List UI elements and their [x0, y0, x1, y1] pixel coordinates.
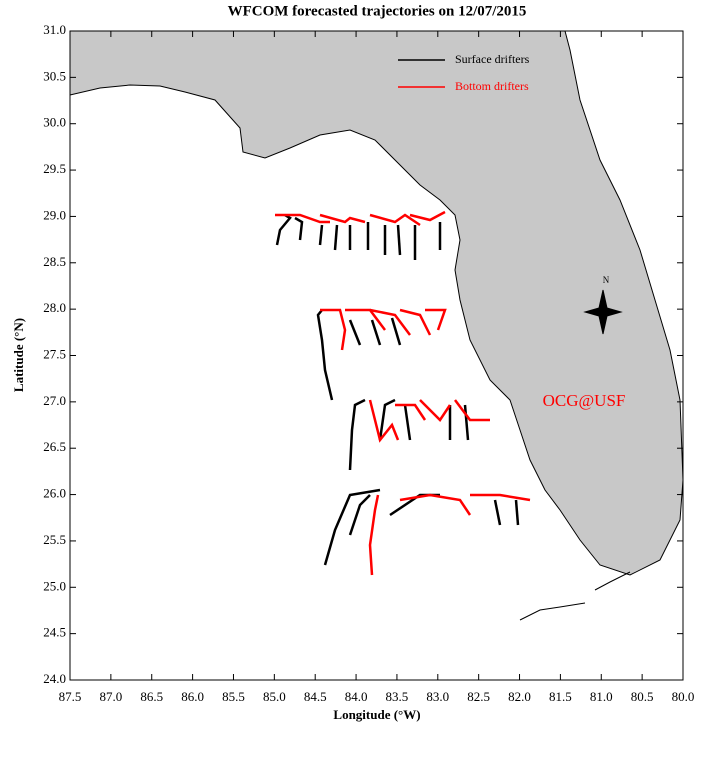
trajectory — [425, 308, 447, 331]
y-tick-label: 29.5 — [43, 161, 66, 176]
trajectory — [493, 499, 502, 526]
trajectory — [370, 319, 382, 346]
y-tick-label: 26.0 — [43, 486, 66, 501]
y-tick-label: 25.0 — [43, 578, 66, 593]
trajectory — [275, 213, 330, 224]
keys — [519, 571, 631, 621]
x-tick-label: 86.5 — [140, 689, 163, 704]
y-tick-label: 24.0 — [43, 671, 66, 686]
trajectory — [463, 404, 470, 441]
x-tick-label: 82.5 — [467, 689, 490, 704]
trajectory — [320, 308, 347, 351]
y-tick-label: 28.5 — [43, 254, 66, 269]
x-tick-label: 82.0 — [508, 689, 531, 704]
x-tick-label: 84.0 — [345, 689, 368, 704]
trajectory — [454, 399, 490, 422]
y-tick-label: 30.5 — [43, 68, 66, 83]
land — [69, 30, 684, 576]
trajectory — [348, 494, 371, 536]
x-tick-label: 80.0 — [672, 689, 695, 704]
trajectory — [348, 319, 362, 346]
x-tick-label: 86.0 — [181, 689, 204, 704]
compass-rose — [583, 289, 623, 335]
trajectory — [390, 317, 402, 346]
y-tick-label: 31.0 — [43, 22, 66, 37]
trajectory — [323, 488, 381, 566]
x-tick-label: 84.5 — [304, 689, 327, 704]
x-tick-label: 81.5 — [549, 689, 572, 704]
trajectory — [294, 216, 304, 241]
legend-label: Bottom drifters — [455, 79, 529, 93]
bottom-trajectories — [275, 210, 531, 576]
chart-title: WFCOM forecasted trajectories on 12/07/2… — [228, 3, 527, 19]
annotation: OCG@USF — [543, 391, 626, 410]
x-tick-label: 85.0 — [263, 689, 286, 704]
x-tick-label: 83.0 — [426, 689, 449, 704]
trajectory — [369, 308, 411, 336]
trajectory — [368, 399, 400, 443]
x-tick-label: 87.0 — [99, 689, 122, 704]
trajectory — [395, 403, 427, 421]
x-axis-label: Longitude (°W) — [333, 707, 420, 722]
legend-label: Surface drifters — [455, 52, 530, 66]
trajectory — [275, 213, 292, 246]
trajectory — [396, 224, 402, 256]
trajectory — [403, 404, 412, 441]
x-tick-label: 85.5 — [222, 689, 245, 704]
trajectory — [368, 494, 380, 576]
y-tick-label: 25.5 — [43, 532, 66, 547]
x-tick-label: 80.5 — [631, 689, 654, 704]
trajectory — [514, 499, 520, 526]
key — [519, 602, 586, 621]
y-tick-label: 26.5 — [43, 439, 66, 454]
x-tick-label: 83.5 — [386, 689, 409, 704]
trajectory — [409, 210, 446, 222]
trajectory — [348, 398, 366, 471]
trajectory — [399, 308, 432, 336]
x-tick-label: 81.0 — [590, 689, 613, 704]
trajectory — [419, 399, 452, 422]
trajectory — [369, 213, 421, 227]
trajectory — [333, 224, 339, 251]
y-tick-label: 24.5 — [43, 625, 66, 640]
y-tick-label: 30.0 — [43, 115, 66, 130]
compass — [583, 289, 623, 335]
y-tick-label: 29.0 — [43, 207, 66, 222]
trajectory — [318, 224, 324, 246]
y-tick-label: 27.5 — [43, 346, 66, 361]
y-tick-label: 28.0 — [43, 300, 66, 315]
trajectory — [470, 493, 531, 502]
trajectory — [399, 493, 472, 516]
trajectory — [316, 309, 334, 401]
key — [594, 571, 631, 591]
compass-label: N — [603, 275, 610, 285]
trajectory — [319, 213, 366, 224]
y-tick-label: 27.0 — [43, 393, 66, 408]
trajectory — [378, 398, 396, 441]
y-axis-label: Latitude (°N) — [11, 318, 26, 392]
x-tick-label: 87.5 — [59, 689, 82, 704]
